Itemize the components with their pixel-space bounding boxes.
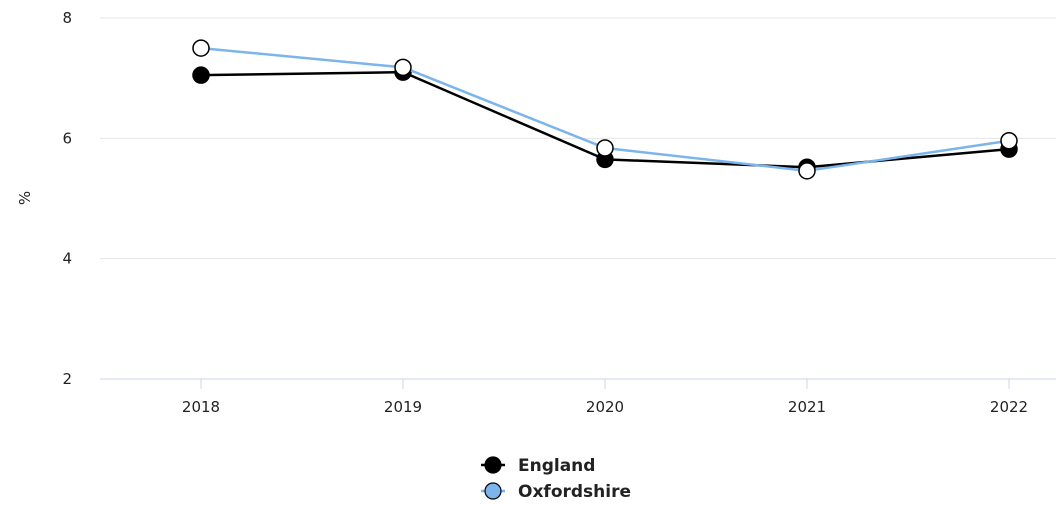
data-point[interactable] [192,66,210,84]
legend-label: Oxfordshire [518,482,631,501]
y-axis-title: % [16,191,34,205]
x-tick-label: 2020 [586,398,624,416]
legend[interactable]: England Oxfordshire [481,456,631,502]
y-tick-label: 4 [62,250,72,268]
y-tick-label: 2 [62,370,72,388]
legend-marker-icon [484,456,502,474]
data-point[interactable] [192,39,210,57]
axis-layer: % [16,191,34,205]
x-tick-label: 2022 [990,398,1028,416]
legend-label: England [518,456,595,476]
series-oxfordshire [192,39,1018,180]
x-tick-label: 2021 [788,398,826,416]
legend-item-england[interactable]: England [481,456,595,476]
series-layer [192,39,1018,180]
data-point[interactable] [798,162,816,180]
data-point[interactable] [394,58,412,77]
y-tick-label: 6 [62,129,72,147]
data-point[interactable] [1000,131,1018,150]
legend-marker-icon [484,482,502,500]
y-tick-label: 8 [62,9,72,27]
x-tick-label: 2019 [384,398,422,416]
legend-item-oxfordshire[interactable]: Oxfordshire [481,482,631,502]
grid-layer: 2 4 6 8 2018 2019 2020 2021 2022 [62,9,1056,416]
data-point[interactable] [596,139,614,157]
x-tick-label: 2018 [182,398,220,416]
